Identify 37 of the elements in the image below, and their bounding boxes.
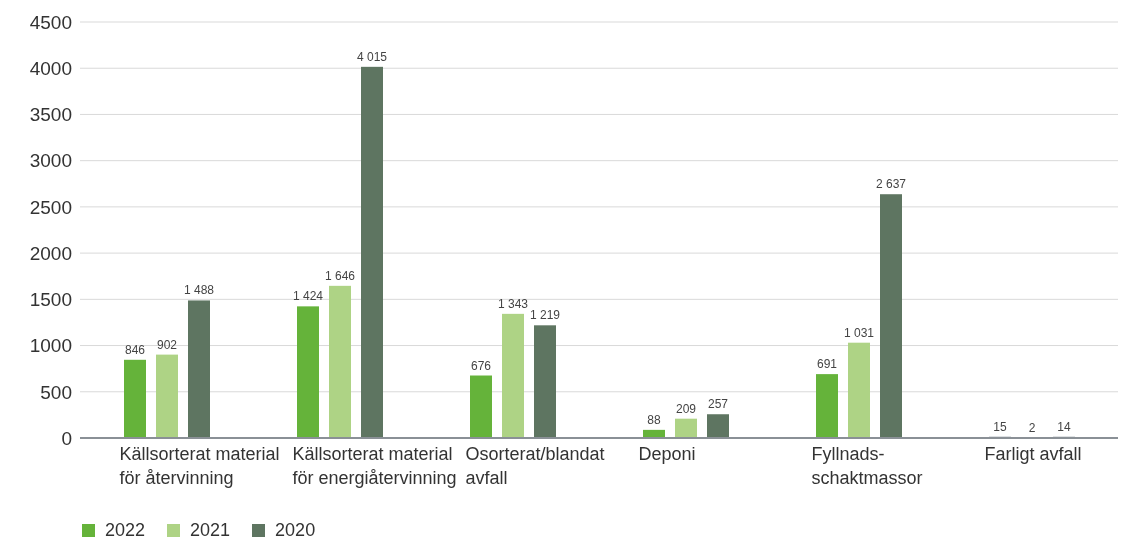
y-tick-label: 4500 [29, 11, 72, 33]
legend-label: 2021 [190, 520, 231, 541]
data-label: 1 031 [843, 325, 875, 340]
data-label: 1 424 [292, 289, 324, 304]
y-tick-label: 2000 [29, 242, 72, 264]
y-tick-label: 0 [61, 427, 72, 449]
data-label: 2 [1028, 420, 1036, 435]
data-label: 4 015 [356, 49, 388, 64]
data-label: 1 219 [529, 308, 561, 323]
data-label: 14 [1057, 419, 1071, 434]
data-label: 1 646 [324, 268, 356, 283]
x-tick-label: Källsorterat material för återvinning [119, 444, 280, 488]
data-label: 1 343 [497, 296, 529, 311]
data-label: 691 [816, 357, 838, 372]
x-tick-label: Farligt avfall [984, 444, 1082, 464]
data-label: 676 [470, 358, 492, 373]
x-tick-label: Deponi [638, 444, 696, 464]
data-label: 257 [707, 397, 729, 412]
data-label: 88 [647, 412, 661, 427]
y-tick-label: 3000 [29, 150, 72, 172]
data-label: 15 [993, 419, 1007, 434]
y-tick-label: 1000 [29, 335, 72, 357]
y-tick-label: 4000 [29, 57, 72, 79]
y-tick-label: 500 [40, 381, 72, 403]
data-label: 1 488 [183, 283, 215, 298]
x-tick-label: Källsorterat material för energiåtervinning [292, 444, 457, 488]
data-label: 209 [675, 401, 697, 416]
data-label: 2 637 [875, 177, 907, 192]
y-tick-label: 2500 [29, 196, 72, 218]
legend-label: 2020 [275, 520, 316, 541]
y-tick-label: 3500 [29, 104, 72, 126]
y-tick-label: 1500 [29, 289, 72, 311]
legend-label: 2022 [105, 520, 146, 541]
x-tick-label: Osorterat/blandat avfall [465, 444, 605, 488]
x-tick-label: Fyllnads-schaktmassor [811, 444, 923, 488]
data-label: 902 [156, 337, 178, 352]
data-label: 846 [124, 342, 146, 357]
